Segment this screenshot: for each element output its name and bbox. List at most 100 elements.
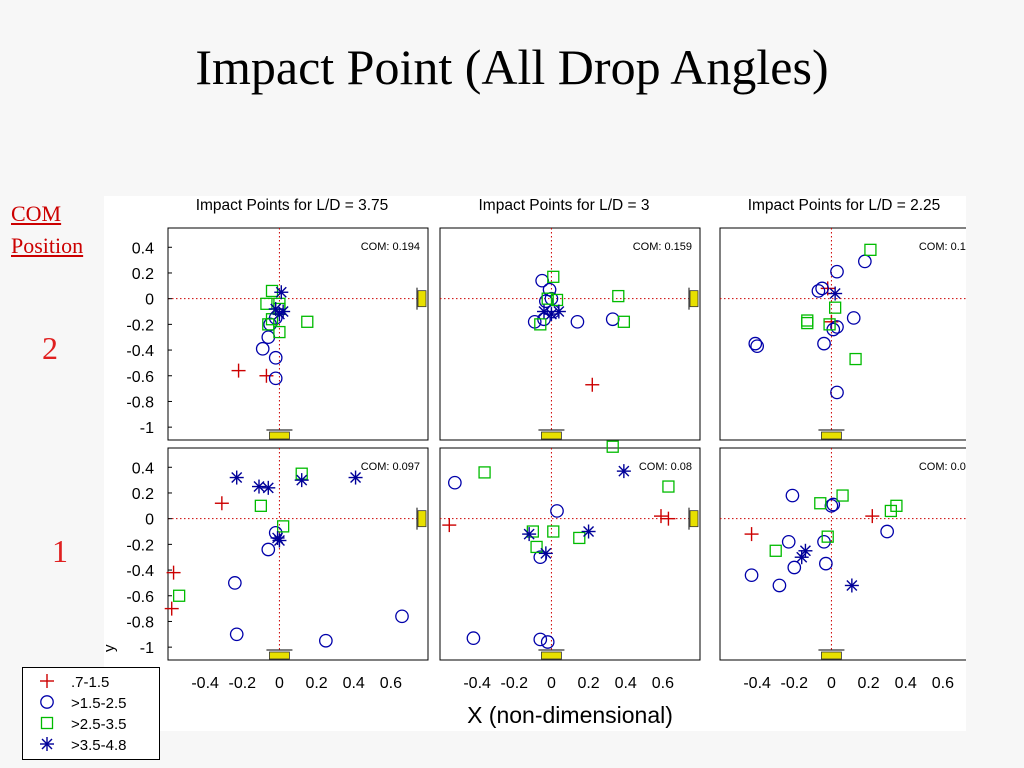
data-point-star-d2	[231, 472, 243, 484]
scatter-figure: Impact Points for L/D = 3.75 Impact Point…	[104, 196, 966, 731]
data-point-square	[864, 243, 877, 256]
data-point-circle	[772, 578, 787, 593]
data-point-star-d2	[270, 303, 282, 315]
data-point-circle	[826, 497, 841, 512]
data-point-square	[823, 318, 836, 331]
fixture-bottom	[821, 651, 842, 660]
data-point-square	[550, 293, 564, 307]
row-label-2: 2	[42, 330, 58, 366]
y-tick-label: -0.4	[126, 563, 154, 580]
data-point-square	[828, 301, 842, 314]
data-point-circle	[811, 284, 826, 298]
y-tick-label: -0.6	[126, 369, 154, 386]
data-point-star-d2	[545, 308, 557, 320]
data-point-square	[849, 352, 862, 366]
data-point-square	[606, 440, 619, 453]
data-point-circle	[819, 556, 833, 571]
data-point-square	[40, 716, 54, 730]
fixture-bottom	[541, 431, 562, 440]
data-point-star-d2	[618, 465, 630, 477]
y-axis-label-fragment: y	[104, 644, 118, 652]
legend-label: >2.5-3.5	[71, 716, 126, 733]
data-point-square	[547, 270, 560, 283]
legend-entry: >3.5-4.8	[40, 737, 126, 754]
x-tick-label: -0.2	[780, 675, 808, 692]
data-point-star-d2	[846, 579, 858, 591]
data-point-square	[301, 315, 314, 328]
data-point-star-d2	[253, 481, 265, 493]
data-point-star-d2	[553, 306, 565, 318]
data-point-circle	[395, 609, 409, 624]
fixture-bottom	[821, 431, 842, 440]
fixture-bottom	[269, 651, 290, 660]
y-tick-label: 0.4	[132, 460, 154, 477]
legend-entry: >1.5-2.5	[40, 695, 126, 712]
slide-title: Impact Point (All Drop Angles)	[195, 39, 829, 95]
data-point-square	[534, 318, 547, 331]
data-point-square	[276, 520, 290, 533]
data-point-star-d2	[523, 528, 535, 540]
x-tick-label: 0.4	[895, 675, 917, 692]
data-point-star-d2	[296, 474, 308, 486]
panel-frame	[439, 447, 701, 661]
x-tick-label: -0.2	[228, 675, 256, 692]
y-tick-label: -1	[140, 640, 154, 657]
scatter-panel: COM: 0.08	[439, 440, 701, 661]
column-title-2: Impact Points for L/D = 3	[478, 197, 649, 214]
data-point-circle	[830, 385, 844, 400]
x-tick-label: 0	[827, 675, 836, 692]
data-point-circle	[228, 576, 242, 590]
data-point-star-d2	[829, 288, 841, 300]
legend: .7-1.5 >1.5-2.5 >2.5-3.5 >3.5-4.8	[22, 667, 160, 760]
panel-frame	[167, 227, 429, 441]
legend-entry: >2.5-3.5	[40, 716, 126, 733]
data-point-square	[265, 284, 279, 298]
data-point-circle	[268, 371, 283, 386]
x-tick-label: -0.4	[191, 675, 219, 692]
data-point-square	[530, 540, 543, 554]
x-tick-label: 0.6	[652, 675, 674, 692]
data-point-square	[541, 292, 554, 305]
scatter-panel: COM: 0.097 0.4 0.2 0 -0.2 -0.4 -0.6 -0.8 -1	[126, 447, 429, 661]
data-point-circle	[229, 627, 244, 642]
data-point-square	[836, 489, 849, 502]
data-point-circle	[830, 264, 844, 279]
com-annotation: COM: 0.159	[633, 241, 692, 253]
data-point-square	[617, 315, 631, 328]
data-point-circle	[787, 560, 802, 575]
y-tick-label: -0.2	[126, 317, 154, 334]
com-position-label: COM Position	[11, 198, 83, 262]
data-point-square	[478, 466, 491, 479]
y-tick-label: 0	[145, 512, 154, 529]
data-point-star-d2	[540, 547, 552, 559]
row-label-1: 1	[52, 533, 68, 569]
data-point-star-d2	[796, 551, 808, 563]
data-point-square	[547, 525, 560, 538]
column-title-1: Impact Points for L/D = 3.75	[196, 197, 389, 214]
x-tick-label: -0.2	[500, 675, 528, 692]
x-tick-label: 0.2	[577, 675, 599, 692]
data-point-circle	[880, 524, 894, 539]
fixture-bottom	[269, 431, 290, 440]
com-annotation: COM: 0.097	[361, 461, 420, 473]
data-point-circle	[748, 336, 763, 351]
data-point-circle	[830, 320, 844, 334]
data-point-circle	[744, 568, 759, 583]
panel-frame	[719, 447, 966, 661]
data-point-square	[573, 531, 586, 545]
data-point-circle	[40, 695, 54, 709]
fixture-bottom	[541, 651, 562, 660]
y-tick-label: -0.4	[126, 343, 154, 360]
y-tick-label: -0.8	[126, 394, 154, 411]
y-tick-label: -0.8	[126, 614, 154, 631]
data-point-circle	[550, 504, 564, 518]
data-point-circle	[261, 542, 276, 557]
scatter-panel: COM: 0.12	[719, 227, 966, 441]
fixture-right	[689, 290, 699, 308]
data-point-circle	[817, 336, 831, 351]
fixture-right	[417, 510, 427, 528]
legend-label: >1.5-2.5	[71, 695, 126, 712]
y-tick-label: -0.6	[126, 589, 154, 606]
data-point-circle	[781, 534, 796, 549]
legend-entry: .7-1.5	[40, 674, 109, 691]
